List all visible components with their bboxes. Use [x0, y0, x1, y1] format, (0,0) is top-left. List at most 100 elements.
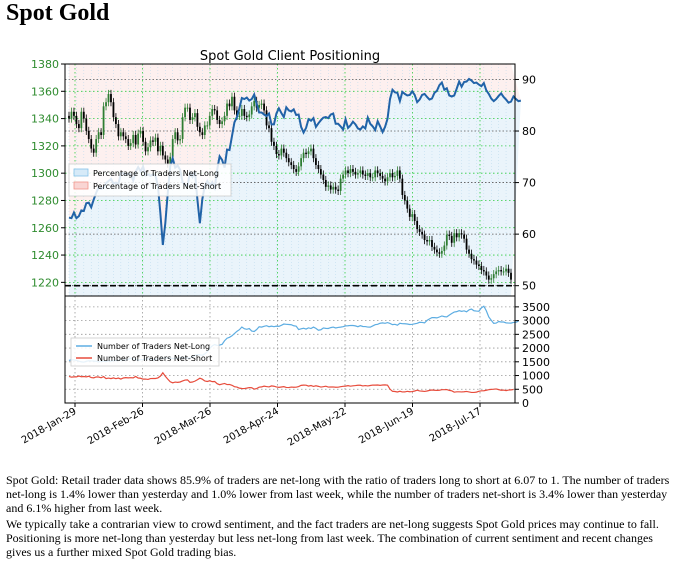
- price-candle: [95, 139, 98, 153]
- price-tick-label: 1380: [31, 58, 59, 71]
- price-candle: [250, 106, 253, 115]
- price-candle: [477, 264, 480, 266]
- price-candle: [332, 186, 335, 190]
- price-candle: [226, 103, 228, 116]
- pct-tick-label: 50: [522, 280, 536, 293]
- price-candle: [287, 158, 290, 163]
- price-candle: [379, 173, 382, 176]
- price-candle: [445, 234, 448, 246]
- price-candle: [203, 125, 206, 135]
- price-candle: [475, 260, 478, 265]
- price-candle: [401, 178, 404, 196]
- price-candle: [389, 173, 391, 178]
- price-candle: [211, 109, 214, 116]
- price-candle: [243, 109, 246, 116]
- trader-count-legend: Number of Traders Net-Long Number of Tra…: [70, 337, 220, 367]
- price-candle: [156, 137, 159, 152]
- price-candle: [189, 107, 191, 120]
- price-candle: [97, 132, 100, 140]
- legend-swatch-net-short: [73, 181, 89, 190]
- price-candle: [198, 126, 201, 133]
- price-candle: [248, 114, 251, 118]
- legend-swatch-net-long: [73, 168, 89, 177]
- net-short-area: [69, 64, 521, 245]
- price-candle: [176, 132, 179, 141]
- price-candle: [80, 111, 83, 129]
- price-candle: [208, 115, 211, 126]
- price-tick-label: 1220: [31, 276, 59, 289]
- price-candle: [495, 271, 498, 275]
- price-candle: [75, 115, 78, 125]
- price-candle: [502, 271, 505, 273]
- price-candle: [87, 130, 90, 140]
- count-tick-label: 1000: [522, 370, 550, 383]
- price-candle: [201, 132, 204, 135]
- date-axis: 2018-Jan-29 2018-Feb-26 2018-Mar-26 2018-Ap…: [20, 403, 484, 449]
- date-tick-label: 2018-Jun-19: [357, 406, 416, 446]
- price-candle: [295, 169, 298, 172]
- price-candle: [386, 177, 389, 182]
- price-candle: [307, 151, 310, 155]
- legend-label-net-short: Percentage of Traders Net-Short: [93, 182, 221, 191]
- price-candle: [418, 229, 421, 232]
- positioning-legend: Percentage of Traders Net-Long Percentag…: [68, 163, 232, 197]
- price-tick-label: 1300: [31, 167, 59, 180]
- pct-tick-label: 60: [522, 228, 536, 241]
- price-candle: [115, 117, 117, 125]
- page-heading: Spot Gold: [6, 0, 110, 26]
- price-candle: [240, 109, 243, 116]
- price-candle: [142, 130, 144, 142]
- price-candle: [468, 249, 470, 254]
- price-candle: [179, 139, 182, 141]
- price-candle: [436, 249, 438, 253]
- price-candle: [206, 125, 209, 127]
- price-candle: [171, 139, 174, 157]
- price-candle: [359, 170, 362, 174]
- price-candle: [164, 155, 167, 160]
- price-candle: [221, 121, 223, 125]
- price-candle: [290, 162, 293, 165]
- price-candle: [273, 141, 275, 146]
- price-candle: [92, 148, 95, 153]
- price-candle: [147, 147, 149, 152]
- price-candle: [174, 132, 177, 140]
- price-candle: [406, 200, 409, 209]
- price-candle: [280, 148, 283, 156]
- price-candle: [90, 139, 93, 149]
- sentiment-paragraph: Spot Gold: Retail trader data shows 85.9…: [6, 473, 670, 515]
- price-candle: [381, 175, 384, 179]
- price-candle: [260, 103, 263, 105]
- price-candle: [102, 106, 105, 135]
- price-candle: [394, 175, 396, 178]
- price-positioning-panel: 1220 1240 1260 1280 1300 1320 1340 1360 1380 50 6…: [31, 58, 536, 297]
- price-candle: [438, 252, 441, 254]
- price-candle: [245, 115, 248, 118]
- price-candle: [366, 173, 369, 176]
- date-tick-label: 2018-May-22: [286, 406, 349, 448]
- price-candle: [497, 270, 500, 272]
- price-candle: [480, 265, 483, 271]
- bias-paragraph: We typically take a contrarian view to c…: [6, 517, 659, 559]
- pct-tick-label: 70: [522, 177, 536, 190]
- price-candle: [268, 125, 270, 129]
- price-candle: [453, 233, 456, 243]
- price-candle: [196, 113, 199, 127]
- price-candle: [433, 246, 436, 250]
- price-candle: [100, 132, 103, 135]
- price-candle: [300, 158, 303, 167]
- price-candle: [329, 185, 332, 190]
- price-candle: [186, 107, 189, 109]
- legend-label-net-long: Percentage of Traders Net-Long: [93, 169, 219, 178]
- net-long-area: [69, 78, 521, 296]
- price-candle: [398, 170, 401, 179]
- net-short-count-line: [68, 371, 514, 394]
- price-candle: [487, 275, 490, 280]
- count-tick-label: 2500: [522, 328, 550, 341]
- price-candle: [184, 107, 186, 118]
- price-candle: [110, 94, 112, 103]
- price-candle: [105, 102, 107, 107]
- price-tick-label: 1260: [31, 222, 59, 235]
- price-candle: [485, 271, 488, 276]
- date-tick-label: 2018-Apr-24: [222, 406, 281, 446]
- price-candle: [371, 177, 374, 179]
